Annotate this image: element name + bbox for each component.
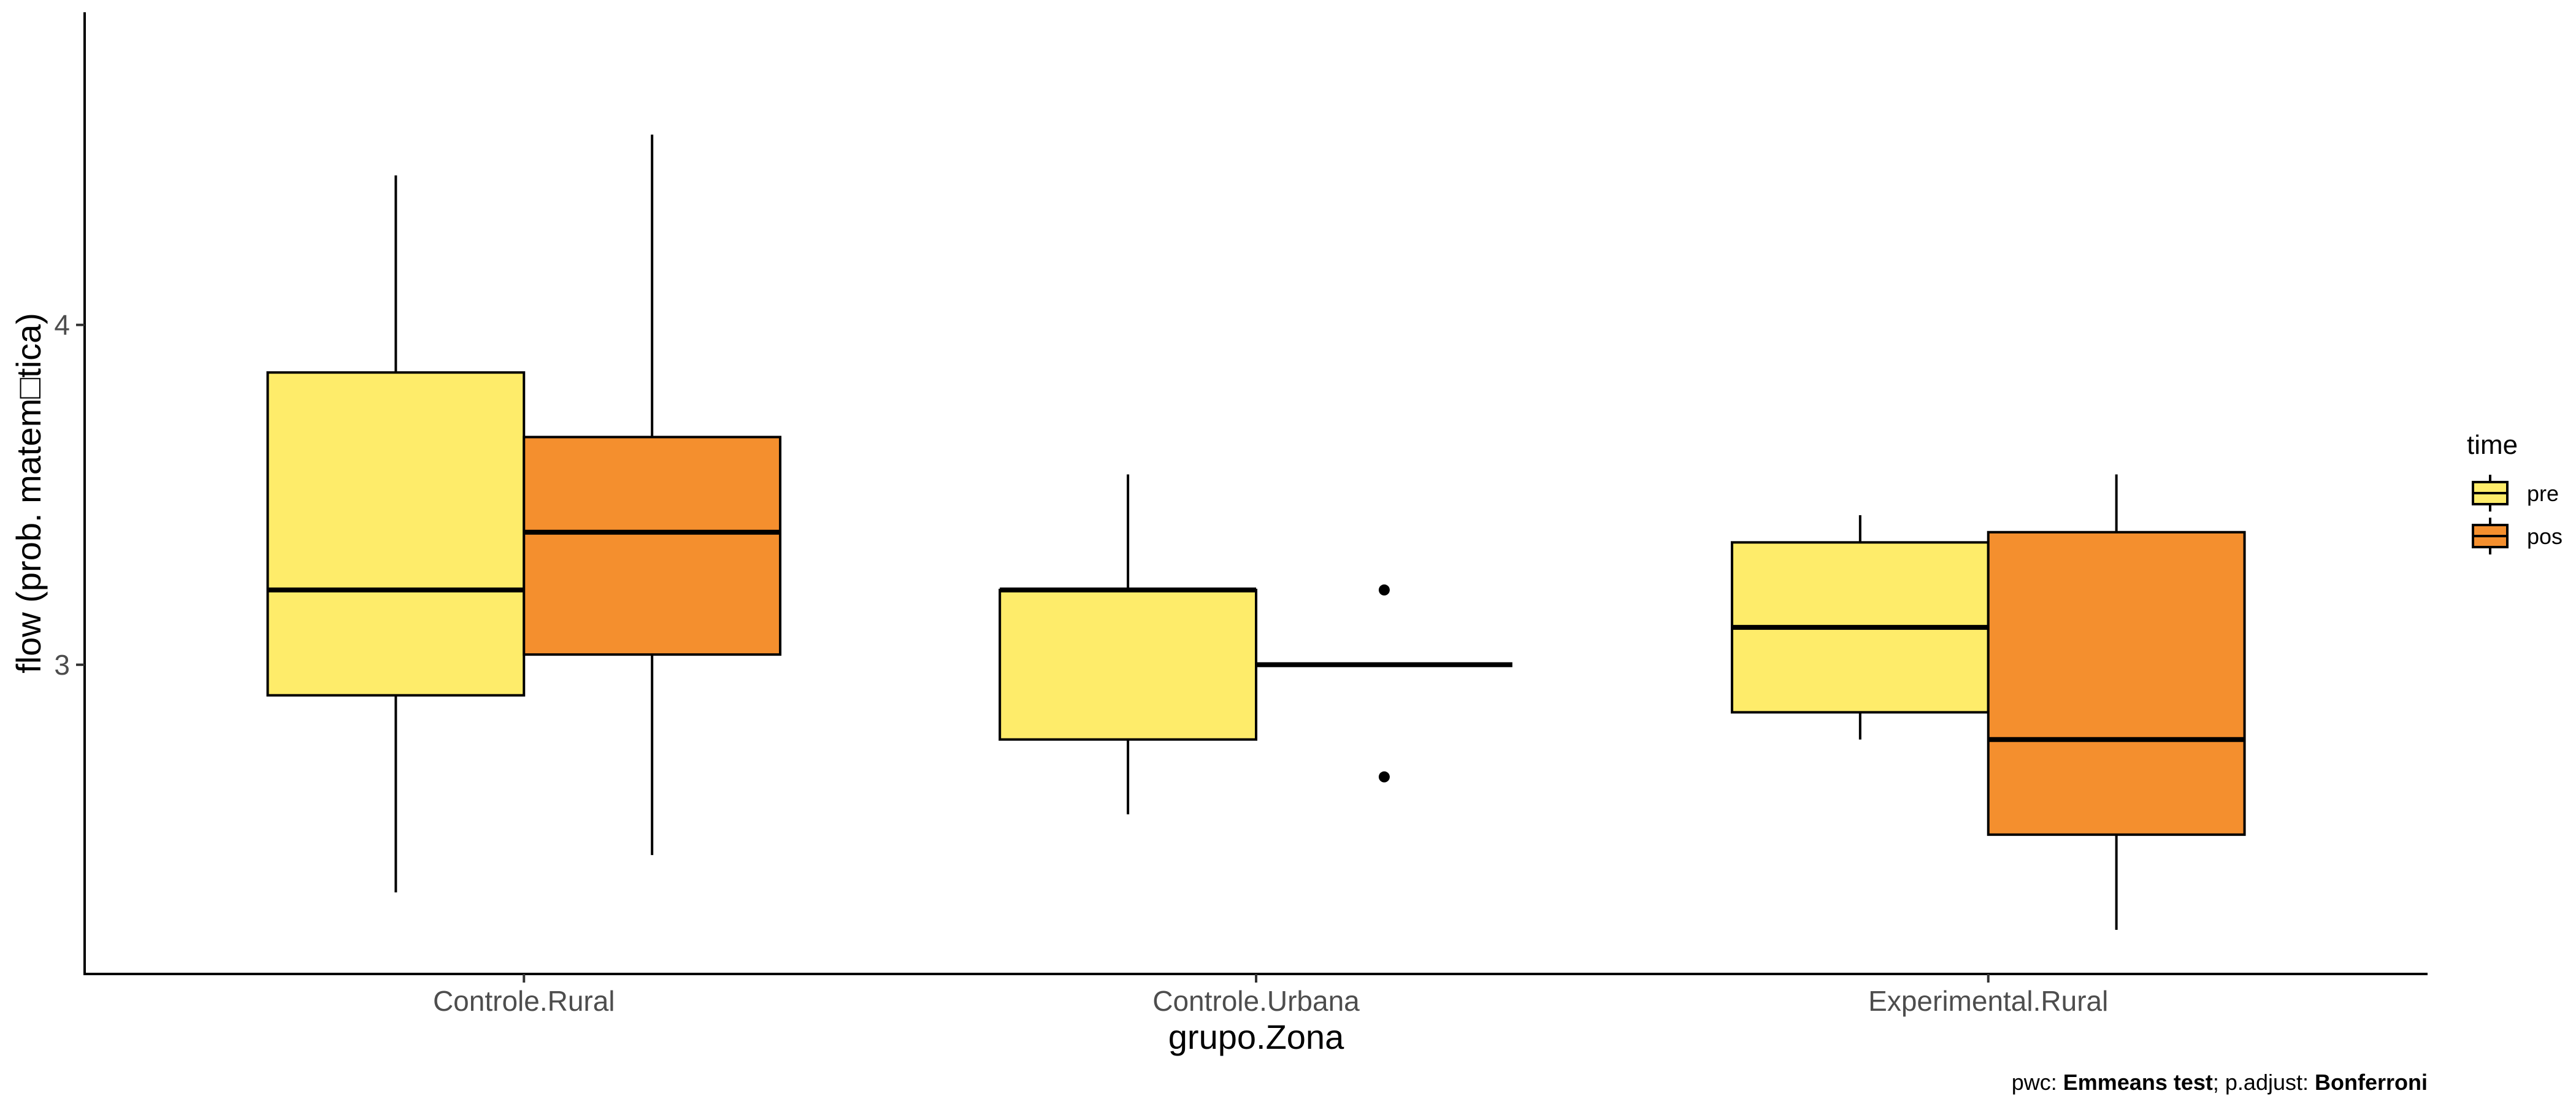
x-axis-title: grupo.Zona: [1168, 1018, 1344, 1056]
legend-item-pos: pos: [2472, 518, 2563, 554]
caption-part: Emmeans test: [2063, 1070, 2213, 1095]
y-axis-title: flow (prob. matem□tica): [9, 313, 48, 673]
x-tick-label: Controle.Urbana: [1152, 985, 1360, 1017]
box-pre-Controle.Urbana: [999, 474, 1257, 815]
box-iqr: [266, 371, 526, 697]
legend-label: pre: [2527, 481, 2559, 506]
box-iqr: [523, 435, 782, 656]
ticks-layer: 3 4 Controle.Rural Controle.Urbana Experimen…: [54, 309, 2108, 1017]
outlier-point: [1378, 771, 1390, 783]
box-pos-Experimental.Rural: [1987, 474, 2246, 930]
legend: time pre pos: [2467, 430, 2563, 554]
legend-title: time: [2467, 430, 2518, 460]
y-tick-label: 3: [54, 649, 70, 681]
outlier-point: [1378, 584, 1390, 596]
x-tick-label: Controle.Rural: [433, 985, 615, 1017]
box-iqr: [999, 588, 1257, 741]
caption: pwc: Emmeans test; p.adjust: Bonferroni: [2012, 1070, 2428, 1095]
box-pre-Experimental.Rural: [1730, 515, 1990, 740]
box-pre-Controle.Rural: [266, 175, 526, 893]
caption-part: Bonferroni: [2315, 1070, 2428, 1095]
box-pos-Controle.Rural: [523, 134, 782, 856]
boxes-layer: [266, 134, 2246, 930]
legend-item-pre: pre: [2472, 475, 2559, 512]
caption-part: ; p.adjust:: [2213, 1070, 2315, 1095]
x-tick-label: Experimental.Rural: [1868, 985, 2108, 1017]
y-tick-label: 4: [54, 309, 70, 341]
caption-part: pwc:: [2012, 1070, 2063, 1095]
box-pos-Controle.Urbana: [1256, 584, 1512, 783]
legend-label: pos: [2527, 524, 2563, 549]
box-iqr: [1987, 531, 2246, 836]
